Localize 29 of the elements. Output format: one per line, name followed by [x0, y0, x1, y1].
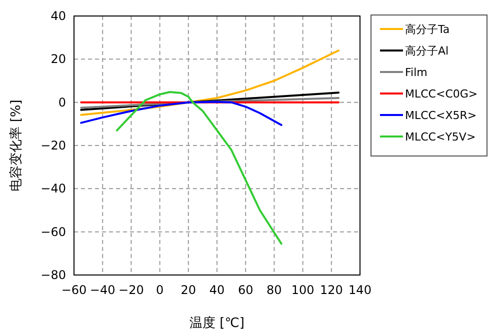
x-tick-label: 100: [291, 283, 314, 297]
y-tick-label: −80: [40, 268, 66, 282]
x-tick-label: 80: [266, 283, 282, 297]
x-tick-label: 140: [348, 283, 372, 297]
x-tick-label: −20: [118, 283, 144, 297]
x-tick-label: −60: [61, 283, 87, 297]
y-tick-label: −20: [40, 138, 66, 152]
legend-label: MLCC<Y5V>: [405, 130, 476, 144]
y-tick-label: −40: [40, 182, 66, 196]
line-series: [80, 50, 340, 116]
y-tick-label: 40: [50, 9, 66, 23]
x-tick-label: −40: [90, 283, 116, 297]
x-tick-label: 20: [180, 283, 196, 297]
legend-label: 高分子Al: [405, 44, 449, 58]
x-tick-label: 60: [238, 283, 254, 297]
y-axis-title: 电容变化率 [%]: [8, 100, 24, 192]
x-tick-label: 0: [156, 283, 164, 297]
legend-label: MLCC<X5R>: [405, 109, 477, 122]
y-tick-label: −60: [40, 224, 66, 239]
y-tick-label: 0: [58, 95, 66, 110]
line-series: [116, 90, 282, 245]
line-series: [80, 100, 282, 126]
legend-label: MLCC<C0G>: [405, 88, 478, 100]
x-axis-title: 温度 [℃]: [190, 315, 244, 331]
legend-label: Film: [405, 66, 428, 79]
x-tick-label: 120: [320, 283, 343, 297]
x-tick-label: 40: [209, 283, 225, 297]
legend-label: 高分子Ta: [405, 23, 450, 36]
y-tick-label: 20: [50, 52, 66, 66]
